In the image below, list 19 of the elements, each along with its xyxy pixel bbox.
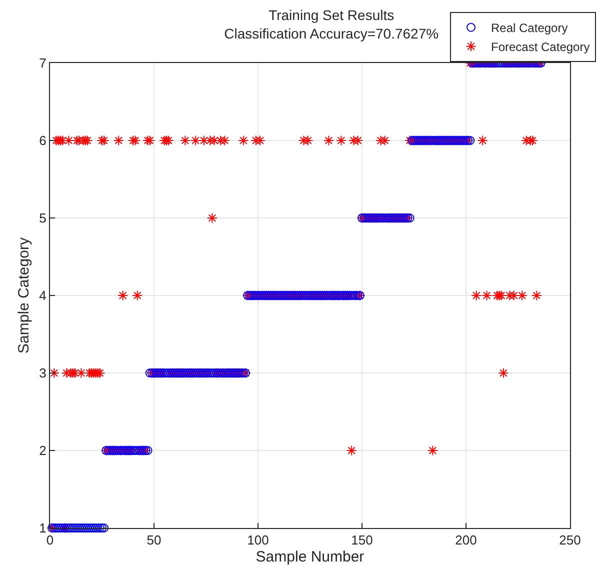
x-tick-label: 200 [455, 532, 477, 548]
y-tick-label: 2 [39, 443, 46, 458]
x-tick-label: 0 [46, 532, 54, 548]
y-tick-label: 4 [39, 288, 46, 304]
y-tick-label: 1 [39, 520, 46, 536]
y-axis-title: Sample Category [15, 237, 32, 354]
x-tick-label: 150 [351, 532, 373, 548]
x-tick-label: 50 [146, 532, 162, 548]
y-tick-label: 5 [39, 210, 46, 226]
x-tick-label: 100 [247, 532, 269, 548]
y-tick-label: 7 [39, 56, 46, 71]
chart-title: Training Set Results [268, 7, 394, 24]
x-tick-label: 250 [559, 532, 581, 548]
y-tick-label: 3 [39, 366, 46, 381]
chart-subtitle: Classification Accuracy=70.7627% [224, 25, 439, 42]
legend-label: Real Category [491, 21, 568, 36]
y-tick-label: 6 [39, 133, 46, 148]
x-axis-title: Sample Number [256, 548, 364, 566]
legend-label: Forecast Category [491, 40, 590, 54]
